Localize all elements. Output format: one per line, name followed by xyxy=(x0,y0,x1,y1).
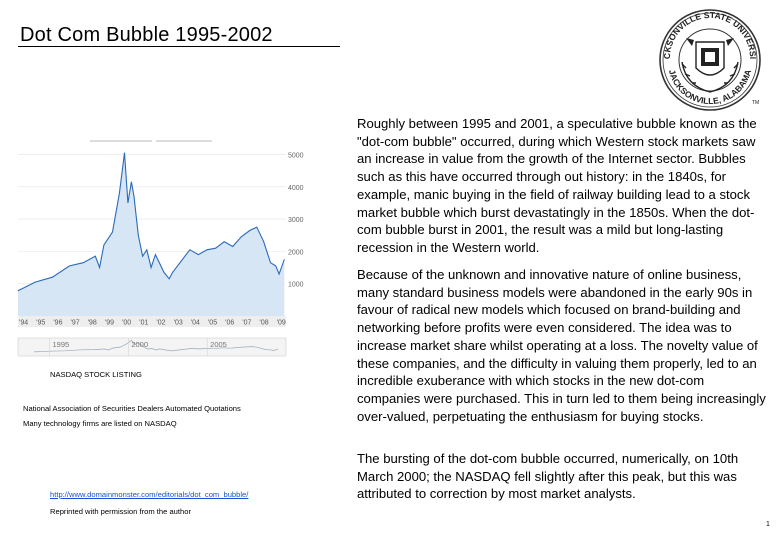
data-point xyxy=(283,259,285,260)
chart-header-bar xyxy=(90,140,152,142)
data-point xyxy=(119,192,120,194)
x-tick-label: '97 xyxy=(71,320,80,327)
data-point xyxy=(99,267,100,268)
data-point xyxy=(206,249,208,251)
y-tick-label: 5000 xyxy=(288,152,304,159)
navigator-strip xyxy=(17,337,287,357)
data-point xyxy=(112,231,113,233)
x-tick-label: '05 xyxy=(208,320,217,327)
data-point xyxy=(249,230,251,231)
data-point xyxy=(168,278,170,280)
seal-tm: TM xyxy=(752,100,759,106)
x-tick-label: '06 xyxy=(225,320,234,327)
data-point xyxy=(163,272,165,273)
data-point xyxy=(278,273,280,275)
slide-title: Dot Com Bubble 1995-2002 xyxy=(20,24,273,46)
data-point xyxy=(82,262,84,264)
data-point xyxy=(155,254,156,255)
y-tick-label: 2000 xyxy=(288,249,304,256)
source-link[interactable]: http://www.domainmonster.com/editorials/… xyxy=(50,490,249,499)
data-point xyxy=(198,254,199,255)
data-point xyxy=(232,246,234,247)
paragraph-business-models: Because of the unknown and innovative na… xyxy=(357,267,766,424)
navigator-line xyxy=(33,339,279,353)
title-underline xyxy=(18,46,340,47)
data-point xyxy=(172,272,173,273)
data-point xyxy=(69,265,70,267)
data-point xyxy=(270,262,271,264)
paragraph-burst: The bursting of the dot-com bubble occur… xyxy=(357,451,739,502)
caption-tech-firms: Many technology firms are listed on NASD… xyxy=(23,419,177,428)
caption-nasdaq-full-name: National Association of Securities Deale… xyxy=(23,404,241,413)
paragraph-history: Roughly between 1995 and 2001, a specula… xyxy=(357,116,757,255)
x-tick-label: '01 xyxy=(139,320,148,327)
data-point xyxy=(94,255,96,257)
y-tick-label: 3000 xyxy=(288,217,304,224)
x-tick-label: '02 xyxy=(156,320,165,327)
x-tick-label: '94 xyxy=(19,320,28,327)
seal-emblem xyxy=(681,38,739,93)
data-point xyxy=(146,249,148,251)
y-tick-label: 1000 xyxy=(288,282,304,289)
x-tick-label: '95 xyxy=(36,320,45,327)
navigator-year-label: 2005 xyxy=(210,340,227,349)
x-axis-band xyxy=(18,316,286,327)
data-point xyxy=(189,249,191,251)
chart-header-bar xyxy=(156,140,212,142)
x-tick-label: '96 xyxy=(53,320,62,327)
x-tick-label: '00 xyxy=(122,320,131,327)
x-tick-label: '99 xyxy=(105,320,114,327)
data-point xyxy=(103,244,105,246)
data-point xyxy=(256,226,258,228)
x-tick-label: '03 xyxy=(174,320,183,327)
navigator-year-label: 2000 xyxy=(131,340,148,349)
data-point xyxy=(275,265,277,267)
reprint-notice: Reprinted with permission from the autho… xyxy=(50,507,191,516)
y-tick-label: 4000 xyxy=(288,185,304,192)
page-number: 1 xyxy=(766,521,770,528)
data-point xyxy=(180,260,182,262)
data-point xyxy=(52,276,53,278)
data-point xyxy=(17,290,19,292)
data-point xyxy=(240,236,242,238)
series-area xyxy=(18,152,285,316)
university-seal-logo: JACKSONVILLE STATE UNIVERSITY JACKSONVIL… xyxy=(656,2,761,111)
data-point xyxy=(137,234,139,236)
x-tick-label: '98 xyxy=(88,320,97,327)
data-point xyxy=(215,247,216,249)
x-tick-label: '08 xyxy=(260,320,269,327)
x-tick-label: '04 xyxy=(191,320,200,327)
data-point xyxy=(133,196,135,197)
data-point xyxy=(34,281,36,283)
x-tick-label: '07 xyxy=(242,320,251,327)
navigator-year-label: 1995 xyxy=(53,340,70,349)
data-point xyxy=(127,202,129,204)
data-point xyxy=(131,181,132,183)
x-tick-label: '09 xyxy=(277,320,286,327)
data-point xyxy=(223,241,225,243)
data-point xyxy=(142,255,143,257)
nasdaq-line-chart: 5000 4000 3000 2000 1000 '94 '95 '96 '97 '98 '99 '0… xyxy=(17,140,304,357)
data-point xyxy=(150,267,152,268)
data-point xyxy=(124,152,125,154)
data-point xyxy=(263,241,265,243)
caption-nasdaq-listing: NASDAQ STOCK LISTING xyxy=(50,370,142,379)
